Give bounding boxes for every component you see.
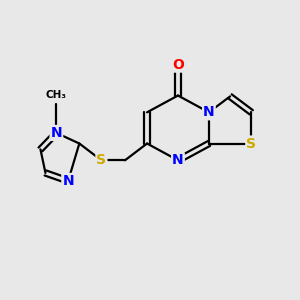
Text: N: N [51,126,62,140]
Text: N: N [203,105,215,119]
Text: N: N [62,174,74,188]
Text: O: O [172,58,184,72]
Text: S: S [246,136,256,151]
Text: CH₃: CH₃ [46,90,67,100]
Text: N: N [172,153,184,167]
Text: S: S [96,153,106,167]
